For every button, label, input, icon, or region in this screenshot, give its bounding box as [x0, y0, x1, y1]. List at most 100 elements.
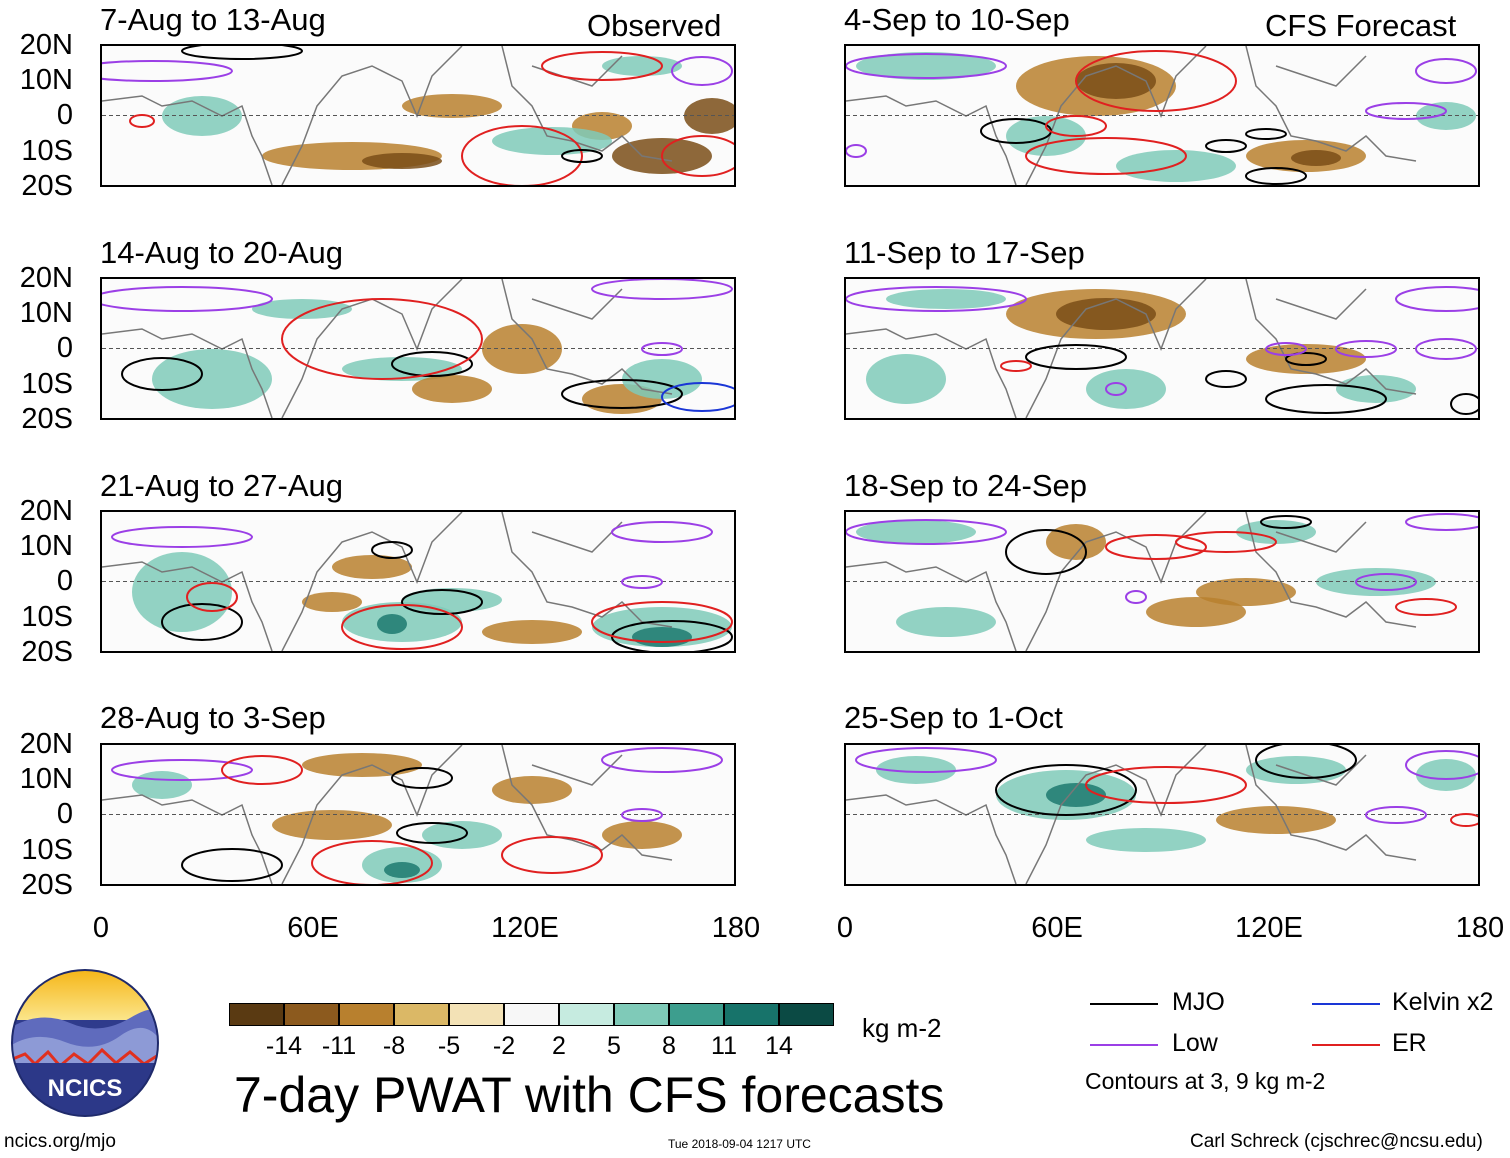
- panel-title-6: 11-Sep to 17-Sep: [844, 235, 1085, 270]
- figure-title: 7-day PWAT with CFS forecasts: [234, 1067, 945, 1123]
- moist-anomaly: [896, 607, 996, 637]
- colorbar-swatch: [614, 1003, 669, 1026]
- er-contour: [341, 604, 463, 650]
- dry-anomaly: [362, 153, 442, 169]
- lon-tick-right-120e: 120E: [1235, 912, 1303, 944]
- colorbar-swatch: [339, 1003, 394, 1026]
- panel-title-4: 28-Aug to 3-Sep: [100, 700, 326, 735]
- panel-title-8: 25-Sep to 1-Oct: [844, 700, 1063, 735]
- mjo-contour: [1205, 139, 1247, 153]
- low-contour: [1365, 102, 1447, 120]
- map-canvas: [102, 512, 734, 651]
- panel-title-1: 7-Aug to 13-Aug: [100, 2, 326, 37]
- er-contour: [1085, 766, 1247, 804]
- colorbar-label: -14: [265, 1032, 303, 1060]
- legend-er-label: ER: [1392, 1029, 1427, 1057]
- moist-anomaly: [632, 627, 692, 647]
- low-contour: [1105, 382, 1127, 396]
- er-contour: [661, 135, 734, 177]
- moist-anomaly: [1006, 116, 1086, 156]
- mjo-contour: [561, 379, 683, 409]
- colorbar-swatch: [779, 1003, 834, 1026]
- dry-anomaly: [1076, 63, 1156, 99]
- lat-tick: 0: [56, 798, 73, 830]
- website-link[interactable]: ncics.org/mjo: [4, 1131, 116, 1152]
- panel-title-3: 21-Aug to 27-Aug: [100, 468, 344, 503]
- logo-text: NCICS: [48, 1075, 123, 1102]
- mjo-contour: [1265, 384, 1387, 414]
- map-panel-6: [844, 277, 1480, 420]
- colorbar-swatch: [724, 1003, 779, 1026]
- dry-anomaly: [1146, 597, 1246, 627]
- colorbar-swatch: [229, 1003, 284, 1026]
- legend-er-line: [1312, 1044, 1380, 1046]
- low-contour: [855, 747, 997, 773]
- colorbar-swatch: [449, 1003, 504, 1026]
- low-contour: [846, 144, 867, 158]
- moist-anomaly: [876, 756, 956, 784]
- er-contour: [1450, 813, 1478, 827]
- panel-title-7: 18-Sep to 24-Sep: [844, 468, 1088, 503]
- low-contour: [846, 519, 1007, 545]
- low-contour: [102, 60, 233, 82]
- moist-anomaly: [492, 127, 612, 155]
- dry-anomaly: [402, 94, 502, 118]
- low-contour: [621, 808, 663, 822]
- legend-kelvin-line: [1312, 1003, 1380, 1005]
- colorbar-swatch: [504, 1003, 559, 1026]
- er-contour: [461, 125, 583, 185]
- map-canvas: [102, 279, 734, 418]
- kelvin-contour: [661, 382, 734, 412]
- colorbar-label: -5: [437, 1032, 461, 1060]
- colorbar-label: 11: [711, 1032, 737, 1060]
- legend-mjo-line: [1090, 1003, 1158, 1005]
- lat-tick: 0: [56, 99, 73, 131]
- er-contour: [186, 582, 238, 612]
- low-contour: [1415, 58, 1477, 84]
- map-panel-8: [844, 743, 1480, 886]
- map-canvas: [846, 512, 1478, 651]
- dry-anomaly: [1216, 806, 1336, 834]
- moist-anomaly: [856, 520, 976, 544]
- lat-tick: 20S: [21, 636, 73, 668]
- mjo-contour: [161, 603, 243, 641]
- er-contour: [591, 601, 733, 643]
- lat-tick: 0: [56, 565, 73, 597]
- low-contour: [846, 286, 1027, 312]
- er-contour: [541, 51, 663, 81]
- moist-anomaly: [152, 349, 272, 409]
- moist-anomaly: [422, 821, 502, 849]
- mjo-contour: [391, 351, 473, 377]
- mjo-contour: [1205, 370, 1247, 388]
- mjo-contour: [1245, 167, 1307, 185]
- colorbar-label: 5: [607, 1032, 621, 1060]
- dry-anomaly: [332, 555, 412, 579]
- contour-note: Contours at 3, 9 kg m-2: [1085, 1068, 1326, 1094]
- dry-anomaly: [492, 776, 572, 804]
- low-contour: [1355, 573, 1417, 591]
- map-canvas: [846, 745, 1478, 884]
- moist-anomaly: [377, 614, 407, 634]
- map-canvas: [846, 46, 1478, 185]
- mjo-contour: [181, 46, 303, 60]
- map-panel-4: [100, 743, 736, 886]
- low-contour: [621, 575, 663, 589]
- legend-low-line: [1090, 1044, 1158, 1046]
- legend-low-label: Low: [1172, 1029, 1218, 1057]
- colorbar-label: -11: [321, 1032, 357, 1060]
- low-contour: [671, 56, 733, 86]
- moist-anomaly: [252, 299, 352, 319]
- low-contour: [591, 279, 733, 300]
- map-panel-2: [100, 277, 736, 420]
- colorbar-swatch: [284, 1003, 339, 1026]
- panel-title-2: 14-Aug to 20-Aug: [100, 235, 344, 270]
- lat-tick: 20S: [21, 170, 73, 202]
- mjo-contour: [391, 767, 453, 789]
- mjo-contour: [1245, 128, 1287, 140]
- er-contour: [1075, 50, 1237, 112]
- moist-anomaly: [1086, 828, 1206, 852]
- moist-anomaly: [1336, 375, 1416, 403]
- map-panel-1: [100, 44, 736, 187]
- author-credit: Carl Schreck (cjschrec@ncsu.edu): [1190, 1131, 1483, 1152]
- mjo-contour: [1450, 393, 1478, 415]
